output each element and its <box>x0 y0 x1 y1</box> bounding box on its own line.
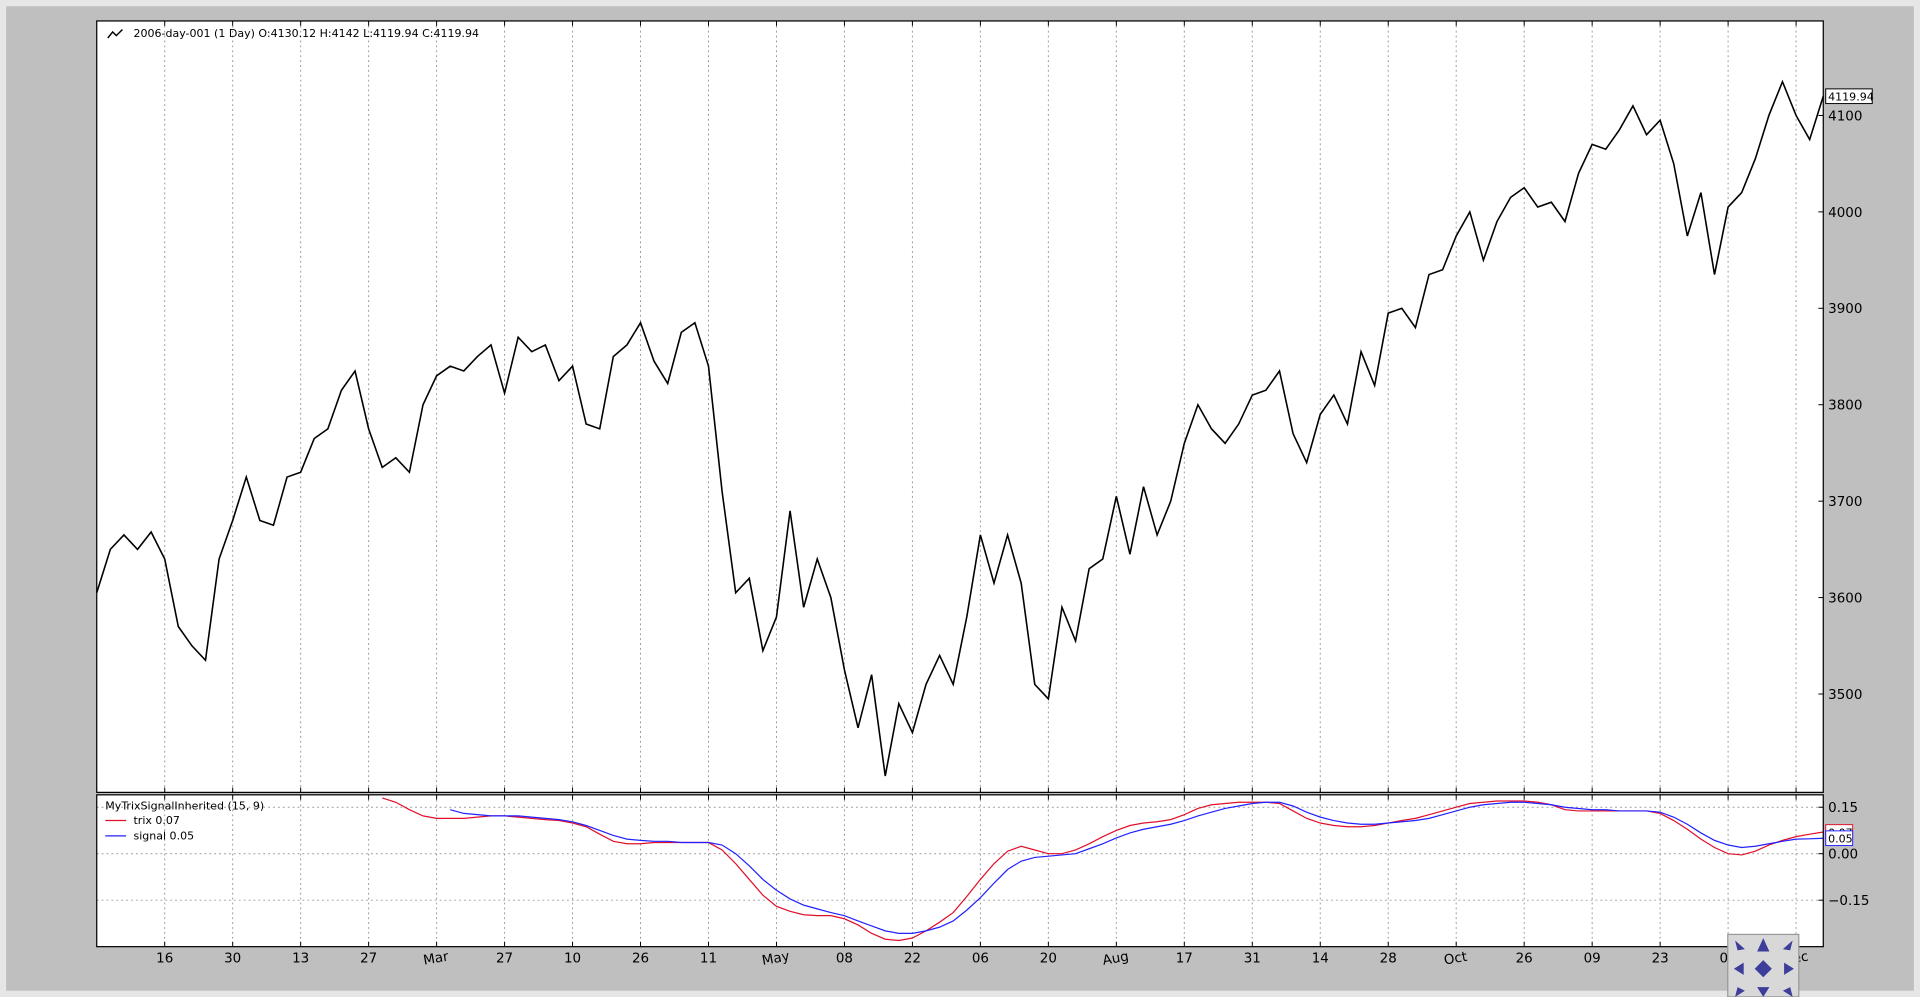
x-tick-label: May <box>761 949 791 969</box>
x-tick-label: 09 <box>1584 952 1601 967</box>
y-tick-label: 4100 <box>1828 109 1862 124</box>
x-tick-label: 22 <box>904 952 921 967</box>
plot-layer: 3500 3600 3700 3800 3900 4000 4100 4119.94 2006-… <box>95 20 1874 969</box>
x-tick-label: Aug <box>1101 949 1129 968</box>
plot-area <box>96 20 1824 793</box>
last-value-box <box>1825 88 1873 105</box>
plot-frame <box>96 20 1824 793</box>
chart-title: MyTrixSignalInherited (15, 9) <box>105 800 264 813</box>
y-tick-label: 4000 <box>1828 206 1862 221</box>
y-tick-label: 3700 <box>1828 495 1862 510</box>
x-tick-label: 27 <box>496 952 513 967</box>
last-value-label: 0.05 <box>1828 832 1853 845</box>
x-tick-label: Oct <box>1443 950 1469 969</box>
x-tick-label: 28 <box>1380 952 1397 967</box>
y-tick-label: 0.15 <box>1828 801 1858 816</box>
pan-center[interactable] <box>1754 960 1772 978</box>
x-tick-label: 26 <box>632 952 649 967</box>
y-tick-label: 0.00 <box>1828 848 1858 863</box>
last-value-box <box>1825 830 1854 847</box>
x-tick-label: 30 <box>224 952 241 967</box>
x-tick-label: 26 <box>1516 952 1533 967</box>
x-tick-label: 06 <box>972 952 989 967</box>
pan-up-right[interactable] <box>1782 940 1793 951</box>
pan-down-right[interactable] <box>1782 987 1793 997</box>
series-line <box>382 797 1824 942</box>
x-tick-label: 16 <box>156 952 173 967</box>
legend-label: signal 0.05 <box>133 830 194 843</box>
x-tick-label: 08 <box>836 952 853 967</box>
pan-left[interactable] <box>1733 962 1744 975</box>
y-tick-label: −0.15 <box>1828 894 1869 909</box>
pan-up[interactable] <box>1757 938 1770 952</box>
y-tick-label: 3500 <box>1828 688 1862 703</box>
chart-title: 2006-day-001 (1 Day) O:4130.12 H:4142 L:… <box>133 27 479 40</box>
pan-down[interactable] <box>1757 987 1770 997</box>
toolbar <box>1727 933 1800 997</box>
series-line <box>95 79 1825 777</box>
x-tick-label: 14 <box>1312 952 1329 967</box>
legend-icon <box>107 29 123 39</box>
x-tick-label: 20 <box>1040 952 1057 967</box>
pan-up-left[interactable] <box>1735 940 1745 951</box>
toolbar-icons <box>1733 938 1794 997</box>
x-tick-label: Mar <box>422 949 450 968</box>
last-value-label: 4119.94 <box>1828 91 1874 104</box>
legend-label: trix 0.07 <box>133 814 179 827</box>
y-tick-label: 3900 <box>1828 302 1862 317</box>
y-tick-label: 3600 <box>1828 591 1862 606</box>
plot-area <box>96 794 1824 947</box>
x-tick-label: 27 <box>360 952 377 967</box>
x-tick-label: 11 <box>700 952 717 967</box>
x-tick-label: 31 <box>1244 952 1261 967</box>
x-tick-label: 23 <box>1652 952 1669 967</box>
x-tick-label: 10 <box>564 952 581 967</box>
x-tick-label: 13 <box>292 952 309 967</box>
series-line <box>450 801 1824 934</box>
pan-right[interactable] <box>1784 962 1794 975</box>
plot-frame <box>96 794 1824 948</box>
pan-down-left[interactable] <box>1735 987 1745 997</box>
y-tick-label: 3800 <box>1828 399 1862 414</box>
x-tick-label: 17 <box>1176 952 1193 967</box>
